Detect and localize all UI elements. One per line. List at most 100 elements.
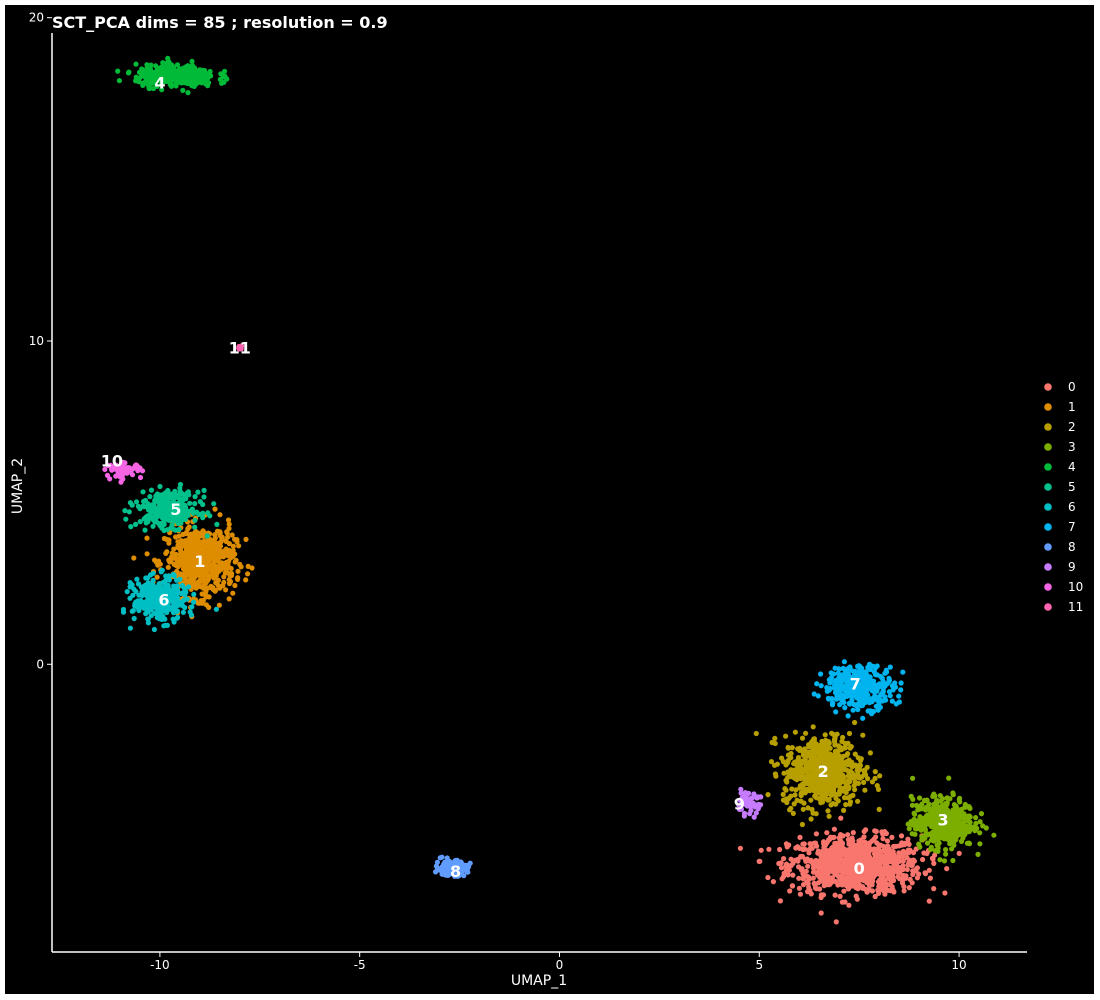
data-point (835, 778, 841, 784)
data-point (846, 902, 852, 908)
data-point (872, 682, 879, 689)
data-point (892, 684, 899, 690)
data-point (161, 504, 167, 510)
data-point (217, 76, 223, 82)
data-point (156, 70, 162, 76)
data-point (156, 558, 162, 564)
data-point (840, 734, 846, 741)
data-point (980, 823, 986, 829)
data-point (200, 539, 206, 545)
data-point (790, 872, 796, 878)
data-point (199, 599, 205, 605)
data-point (977, 819, 983, 825)
legend-item-10: 10 (1044, 580, 1083, 594)
data-point (167, 63, 173, 69)
data-point (876, 806, 882, 813)
data-point (115, 68, 121, 74)
data-point (977, 830, 983, 836)
data-point (213, 606, 219, 612)
data-point (950, 820, 957, 826)
data-point (880, 836, 886, 842)
data-point (207, 513, 213, 519)
data-point (828, 792, 834, 798)
data-point (873, 828, 879, 835)
data-point (810, 724, 816, 730)
data-point (818, 683, 824, 689)
data-point (789, 745, 795, 751)
data-point (876, 864, 882, 870)
data-point (880, 859, 886, 865)
data-point (824, 840, 830, 846)
data-point (148, 62, 154, 68)
data-point (224, 530, 230, 536)
data-point (786, 795, 792, 802)
data-point (186, 524, 192, 530)
data-point (871, 669, 877, 675)
data-point (855, 864, 861, 870)
data-point (163, 577, 169, 584)
data-point (848, 850, 854, 856)
data-point (826, 813, 832, 819)
data-point (230, 543, 236, 549)
data-point (176, 562, 182, 568)
data-point (802, 746, 808, 752)
data-point (905, 847, 911, 853)
data-point (116, 78, 122, 84)
data-point (837, 893, 843, 900)
data-point (150, 577, 156, 583)
data-point (765, 874, 771, 881)
legend-label: 1 (1068, 400, 1076, 414)
cluster-label-11: 11 (229, 338, 251, 357)
data-point (845, 665, 852, 672)
data-point (867, 862, 874, 869)
data-point (783, 841, 790, 847)
data-point (867, 750, 874, 756)
data-point (819, 764, 825, 770)
data-point (780, 797, 787, 803)
data-point (203, 602, 209, 608)
data-point (437, 855, 443, 861)
data-point (833, 696, 840, 702)
data-point (822, 769, 828, 775)
data-point (853, 870, 859, 876)
x-tick-label: 5 (755, 958, 763, 972)
data-point (230, 551, 236, 557)
data-point (870, 663, 876, 669)
data-point (927, 831, 933, 837)
data-point (805, 780, 812, 786)
data-point (174, 615, 180, 621)
data-point (855, 706, 861, 713)
data-point (810, 810, 816, 816)
data-point (921, 797, 928, 804)
data-point (146, 85, 152, 92)
data-point (824, 685, 830, 691)
data-point (768, 759, 775, 765)
cluster-label-6: 6 (158, 591, 169, 610)
data-point (973, 815, 979, 821)
data-point (846, 730, 853, 737)
cluster-0-points (737, 815, 962, 925)
data-point (838, 832, 844, 838)
data-point (772, 771, 779, 777)
data-point (860, 715, 866, 721)
data-point (799, 821, 806, 828)
cluster-label-10: 10 (101, 452, 123, 471)
data-point (744, 803, 750, 809)
data-point (829, 875, 836, 881)
data-point (838, 771, 844, 778)
data-point (935, 822, 941, 828)
data-point (217, 543, 224, 549)
data-point (865, 673, 871, 680)
data-point (196, 554, 202, 560)
data-point (154, 584, 160, 590)
data-point (909, 862, 915, 869)
data-point (166, 537, 172, 543)
data-point (142, 527, 148, 533)
data-point (197, 547, 203, 553)
data-point (923, 804, 929, 811)
data-point (213, 571, 220, 577)
data-point (169, 550, 175, 556)
data-point (950, 792, 956, 798)
data-point (848, 744, 854, 750)
data-point (808, 891, 814, 897)
